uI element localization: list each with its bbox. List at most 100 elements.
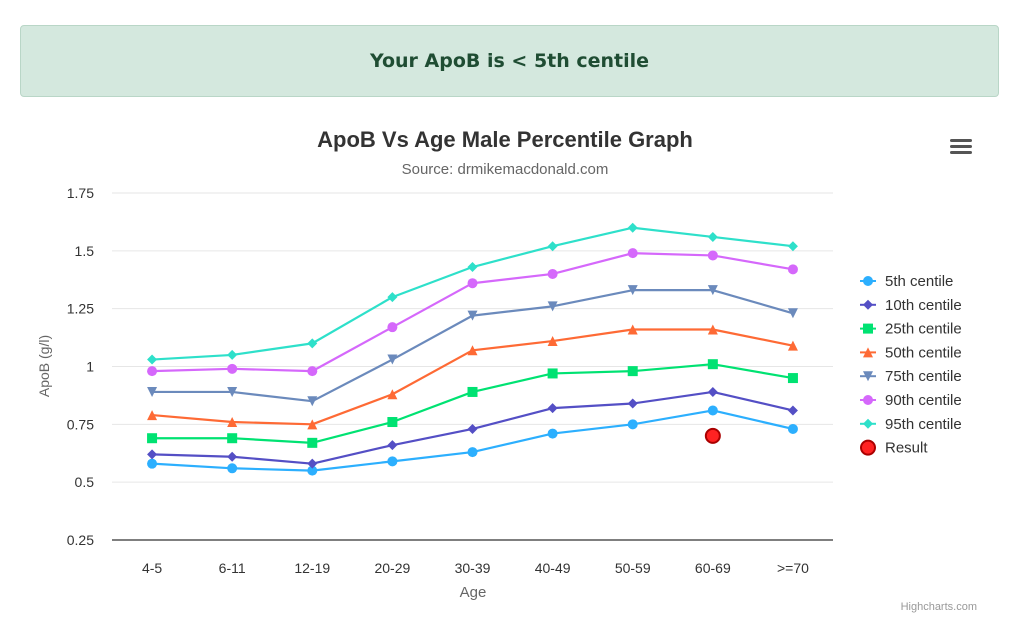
- data-point[interactable]: [547, 428, 558, 439]
- legend-item[interactable]: 25th centile: [860, 321, 962, 338]
- legend-item[interactable]: 5th centile: [860, 273, 953, 290]
- data-point[interactable]: [227, 417, 238, 428]
- data-point[interactable]: [307, 338, 318, 349]
- data-point[interactable]: [707, 386, 718, 397]
- series-10th-centile: [147, 386, 798, 469]
- data-point[interactable]: [307, 458, 318, 469]
- data-point[interactable]: [227, 349, 238, 360]
- data-point[interactable]: [227, 363, 238, 374]
- data-point[interactable]: [387, 292, 398, 303]
- y-tick-label: 1.25: [67, 301, 94, 317]
- data-point[interactable]: [787, 241, 798, 252]
- legend-marker[interactable]: [863, 299, 873, 310]
- data-point[interactable]: [307, 419, 318, 430]
- data-point[interactable]: [467, 345, 478, 356]
- y-tick-label: 1.75: [67, 185, 94, 201]
- legend-item[interactable]: 75th centile: [860, 368, 962, 385]
- legend-label: Result: [885, 440, 928, 457]
- data-point[interactable]: [227, 463, 238, 474]
- data-point[interactable]: [467, 278, 478, 289]
- data-point[interactable]: [547, 403, 558, 414]
- chart-menu-button[interactable]: [946, 136, 976, 162]
- data-point[interactable]: [627, 419, 638, 430]
- data-point[interactable]: [147, 410, 158, 421]
- credits-link[interactable]: Highcharts.com: [901, 601, 977, 613]
- data-point[interactable]: [707, 231, 718, 242]
- x-tick-label: 40-49: [535, 560, 571, 576]
- data-point[interactable]: [627, 398, 638, 409]
- legend-marker[interactable]: [863, 347, 873, 358]
- data-point[interactable]: [707, 285, 718, 296]
- data-point[interactable]: [147, 449, 158, 460]
- data-point[interactable]: [387, 322, 398, 333]
- legend-item[interactable]: 10th centile: [860, 297, 962, 314]
- series-95th-centile: [147, 222, 798, 365]
- data-point[interactable]: [787, 264, 798, 275]
- legend-item[interactable]: 50th centile: [860, 344, 962, 361]
- legend-marker[interactable]: [863, 323, 873, 334]
- data-point[interactable]: [227, 451, 238, 462]
- data-point[interactable]: [627, 248, 638, 259]
- data-point[interactable]: [307, 396, 318, 407]
- data-point[interactable]: [707, 405, 718, 416]
- data-point[interactable]: [787, 373, 798, 384]
- legend-label: 10th centile: [885, 297, 962, 314]
- data-point[interactable]: [787, 423, 798, 434]
- data-point[interactable]: [227, 386, 238, 397]
- data-point[interactable]: [227, 433, 238, 444]
- x-tick-label: 12-19: [294, 560, 330, 576]
- data-point[interactable]: [547, 268, 558, 279]
- series-25th-centile: [147, 359, 798, 448]
- legend-item-result[interactable]: Result: [860, 439, 928, 457]
- data-point[interactable]: [147, 433, 158, 444]
- data-point[interactable]: [387, 389, 398, 400]
- legend-label: 25th centile: [885, 321, 962, 338]
- data-point[interactable]: [307, 437, 318, 448]
- data-point[interactable]: [467, 423, 478, 434]
- chart-title: ApoB Vs Age Male Percentile Graph: [317, 127, 693, 152]
- data-point[interactable]: [467, 386, 478, 397]
- data-point[interactable]: [467, 447, 478, 458]
- data-point[interactable]: [627, 366, 638, 377]
- data-point[interactable]: [147, 366, 158, 377]
- data-point[interactable]: [147, 354, 158, 365]
- data-point[interactable]: [547, 241, 558, 252]
- data-point[interactable]: [787, 405, 798, 416]
- data-point[interactable]: [307, 465, 318, 476]
- x-tick-labels: 4-5 6-11 12-19 20-29 30-39 40-49 50-59 60-69 >=7…: [142, 560, 809, 576]
- legend-marker[interactable]: [863, 371, 873, 382]
- legend-marker[interactable]: [863, 418, 873, 429]
- data-point[interactable]: [547, 368, 558, 379]
- data-point[interactable]: [627, 285, 638, 296]
- data-point[interactable]: [707, 359, 718, 370]
- data-point[interactable]: [147, 458, 158, 469]
- data-point[interactable]: [547, 336, 558, 347]
- data-point[interactable]: [387, 417, 398, 428]
- legend: 5th centile 10th centile 25th centile 50th …: [860, 273, 962, 457]
- legend-marker[interactable]: [863, 395, 873, 405]
- legend-item[interactable]: 90th centile: [860, 392, 962, 409]
- result-point[interactable]: [704, 427, 721, 444]
- series-line: [151, 328, 794, 426]
- data-point[interactable]: [547, 301, 558, 312]
- data-point[interactable]: [787, 340, 798, 351]
- data-point[interactable]: [387, 354, 398, 365]
- data-point[interactable]: [627, 324, 638, 335]
- legend-marker[interactable]: [863, 276, 873, 286]
- data-point[interactable]: [707, 250, 718, 261]
- data-point[interactable]: [467, 262, 478, 273]
- legend-item[interactable]: 95th centile: [860, 416, 962, 433]
- data-point[interactable]: [787, 308, 798, 319]
- data-point[interactable]: [147, 386, 158, 397]
- x-tick-label: 60-69: [695, 560, 731, 576]
- x-tick-label: >=70: [777, 560, 809, 576]
- data-point[interactable]: [307, 366, 318, 377]
- series-line: [151, 409, 794, 472]
- data-point[interactable]: [467, 310, 478, 321]
- data-point[interactable]: [627, 222, 638, 233]
- data-point[interactable]: [707, 324, 718, 335]
- x-tick-label: 6-11: [219, 560, 246, 576]
- data-point[interactable]: [387, 440, 398, 451]
- data-point[interactable]: [387, 456, 398, 467]
